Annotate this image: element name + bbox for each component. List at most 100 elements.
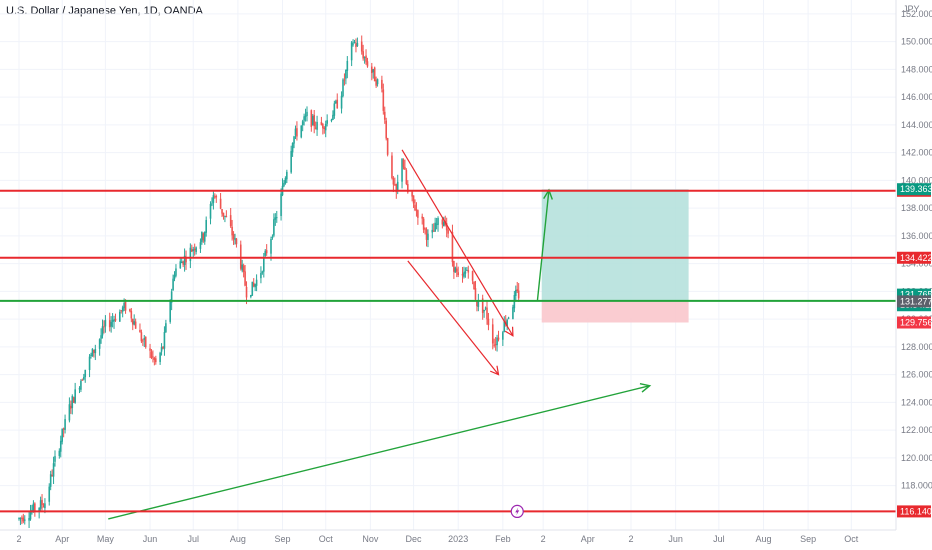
candle-body bbox=[180, 261, 183, 264]
time-tick-label: Feb bbox=[495, 534, 511, 544]
price-axis-background bbox=[896, 0, 932, 550]
candle bbox=[353, 39, 356, 44]
candle bbox=[412, 195, 415, 209]
candle bbox=[189, 243, 192, 269]
candle-body bbox=[414, 204, 416, 211]
candle bbox=[506, 318, 508, 331]
candle-body bbox=[463, 272, 465, 277]
candle-body bbox=[365, 55, 367, 62]
candle-body bbox=[373, 67, 376, 82]
candle-body bbox=[104, 319, 107, 327]
candle-body bbox=[376, 79, 379, 85]
candle bbox=[100, 328, 102, 344]
candle-body bbox=[502, 332, 504, 340]
candle-body bbox=[183, 255, 186, 265]
candle bbox=[443, 216, 445, 227]
price-tick-label: 148.000 bbox=[901, 64, 932, 74]
candle-body bbox=[80, 380, 82, 390]
candle bbox=[457, 266, 459, 278]
candle bbox=[219, 192, 222, 210]
candle-body bbox=[71, 396, 74, 409]
candle bbox=[114, 313, 117, 322]
candle-body bbox=[229, 215, 232, 227]
price-tick-label: 138.000 bbox=[901, 203, 932, 213]
candle bbox=[274, 213, 277, 226]
candle bbox=[133, 314, 135, 326]
candle-body bbox=[261, 271, 264, 273]
candle-body bbox=[507, 317, 510, 319]
candle-body bbox=[165, 323, 167, 333]
candle bbox=[422, 216, 425, 233]
candle bbox=[336, 93, 339, 109]
candle bbox=[350, 41, 353, 67]
candle-body bbox=[21, 517, 23, 519]
candle-body bbox=[286, 171, 288, 180]
candle bbox=[463, 266, 465, 279]
candle bbox=[51, 469, 53, 477]
candle-body bbox=[153, 357, 156, 360]
candle bbox=[83, 373, 85, 381]
candle bbox=[199, 238, 202, 253]
candle bbox=[340, 91, 343, 114]
candle-body bbox=[343, 79, 346, 81]
candle-body bbox=[149, 348, 151, 351]
candle bbox=[507, 316, 510, 320]
candle bbox=[21, 515, 23, 525]
candle bbox=[360, 35, 363, 55]
drawings[interactable] bbox=[108, 149, 652, 520]
candle bbox=[88, 354, 91, 378]
candle-body bbox=[131, 318, 134, 325]
candle bbox=[202, 232, 205, 243]
price-tick-label: 126.000 bbox=[901, 370, 932, 380]
candle-body bbox=[405, 170, 408, 185]
horizontal-levels[interactable] bbox=[0, 189, 896, 513]
candle-body bbox=[219, 198, 222, 209]
time-tick-label: Aug bbox=[230, 534, 246, 544]
candle-body bbox=[503, 320, 506, 332]
time-tick-label: 2023 bbox=[448, 534, 468, 544]
candle-body bbox=[260, 273, 262, 279]
candle-body bbox=[454, 267, 457, 273]
price-badge-background bbox=[897, 183, 931, 196]
time-axis[interactable]: 2 Apr May Jun Jul Aug Sep Oct Nov Dec 2023 Feb 2 Apr 2… bbox=[0, 529, 896, 544]
candle-body bbox=[441, 219, 444, 225]
candle bbox=[179, 257, 182, 269]
candle bbox=[23, 515, 26, 525]
candle-body bbox=[159, 352, 161, 362]
candle-body bbox=[421, 216, 423, 219]
long-position-tool[interactable] bbox=[541, 189, 689, 323]
price-tick-label: 118.000 bbox=[901, 481, 932, 491]
candle bbox=[251, 281, 254, 296]
currency-label: JPY bbox=[903, 4, 920, 14]
candle-body bbox=[23, 519, 26, 521]
candle-body bbox=[244, 271, 246, 286]
candle bbox=[108, 312, 111, 332]
candle-body bbox=[62, 428, 65, 430]
candle bbox=[453, 260, 455, 279]
candle-body bbox=[304, 115, 307, 117]
candle bbox=[72, 396, 75, 404]
candle-body bbox=[330, 119, 333, 121]
candle bbox=[155, 355, 157, 365]
candle bbox=[345, 69, 347, 85]
candle bbox=[401, 158, 403, 189]
candle-body bbox=[212, 195, 215, 203]
candle bbox=[322, 122, 324, 135]
candle-body bbox=[342, 79, 344, 97]
candle-body bbox=[322, 123, 324, 129]
candle-body bbox=[333, 103, 336, 116]
candle-body bbox=[303, 116, 305, 121]
candle-body bbox=[191, 249, 193, 252]
candle-body bbox=[221, 209, 223, 214]
candle bbox=[392, 176, 395, 193]
candle bbox=[280, 188, 282, 221]
candle bbox=[415, 202, 418, 217]
candle bbox=[61, 428, 63, 445]
candle-body bbox=[155, 358, 157, 363]
candle bbox=[343, 73, 346, 86]
candle-body bbox=[242, 265, 245, 272]
candle bbox=[48, 483, 51, 506]
candle bbox=[284, 176, 287, 185]
